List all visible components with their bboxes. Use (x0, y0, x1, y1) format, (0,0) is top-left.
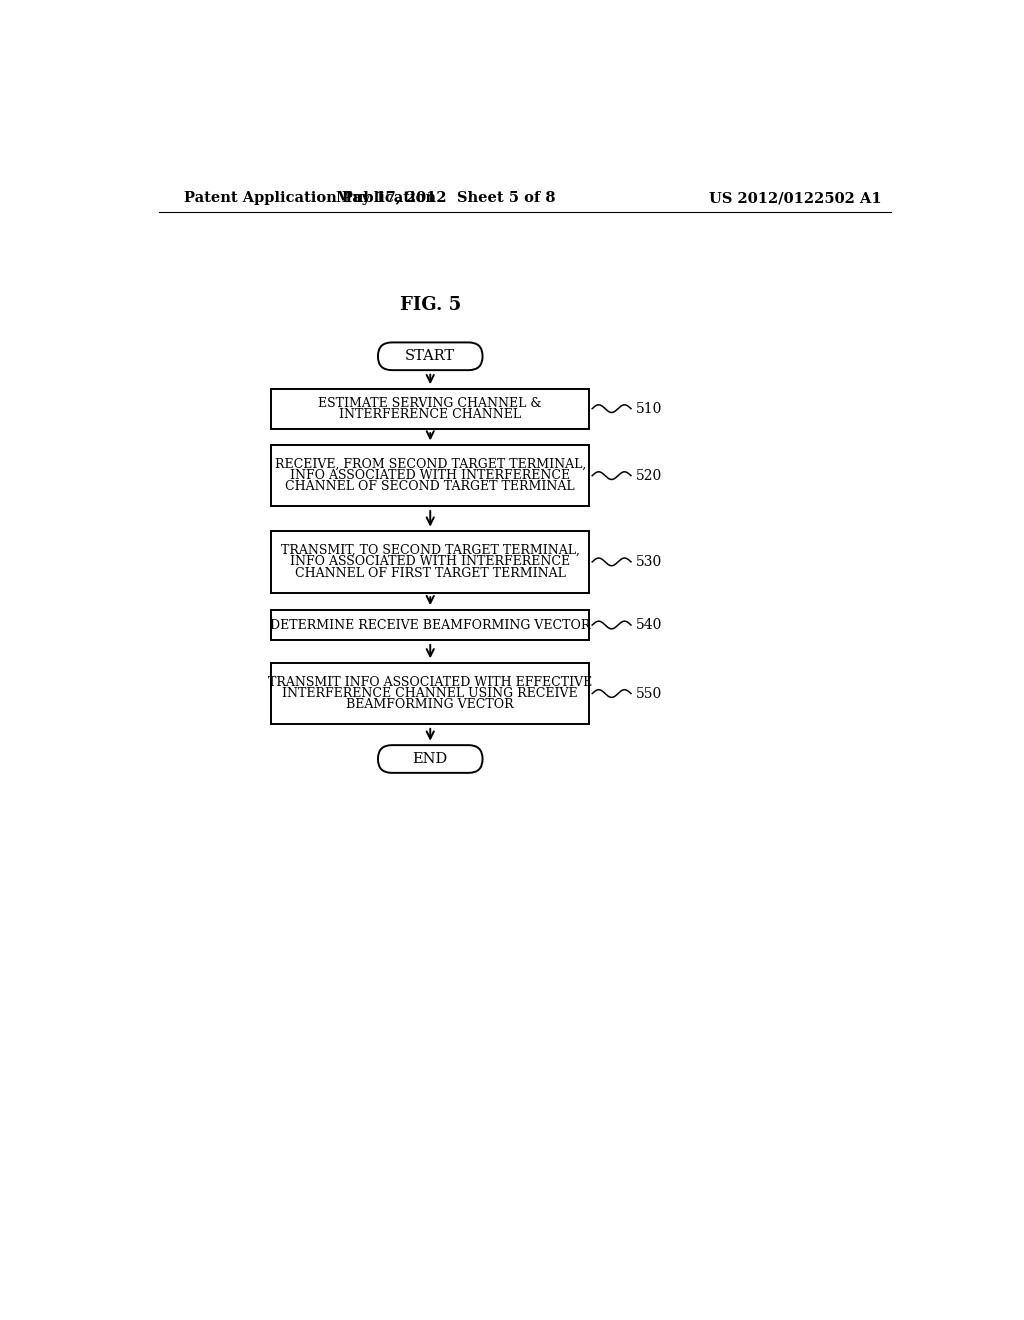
FancyBboxPatch shape (271, 445, 589, 507)
Text: BEAMFORMING VECTOR: BEAMFORMING VECTOR (346, 698, 514, 711)
Text: FIG. 5: FIG. 5 (399, 296, 461, 314)
FancyBboxPatch shape (271, 531, 589, 593)
Text: RECEIVE, FROM SECOND TARGET TERMINAL,: RECEIVE, FROM SECOND TARGET TERMINAL, (274, 458, 586, 471)
Text: US 2012/0122502 A1: US 2012/0122502 A1 (710, 191, 882, 206)
Text: DETERMINE RECEIVE BEAMFORMING VECTOR: DETERMINE RECEIVE BEAMFORMING VECTOR (270, 619, 591, 631)
Text: TRANSMIT INFO ASSOCIATED WITH EFFECTIVE: TRANSMIT INFO ASSOCIATED WITH EFFECTIVE (268, 676, 592, 689)
Text: END: END (413, 752, 447, 766)
Text: INTERFERENCE CHANNEL USING RECEIVE: INTERFERENCE CHANNEL USING RECEIVE (283, 686, 579, 700)
Text: May 17, 2012  Sheet 5 of 8: May 17, 2012 Sheet 5 of 8 (336, 191, 555, 206)
FancyBboxPatch shape (271, 388, 589, 429)
Text: Patent Application Publication: Patent Application Publication (183, 191, 436, 206)
Text: 530: 530 (636, 554, 662, 569)
Text: 550: 550 (636, 686, 662, 701)
Text: CHANNEL OF SECOND TARGET TERMINAL: CHANNEL OF SECOND TARGET TERMINAL (286, 480, 575, 494)
FancyBboxPatch shape (271, 663, 589, 725)
FancyBboxPatch shape (378, 744, 482, 774)
Text: INFO ASSOCIATED WITH INTERFERENCE: INFO ASSOCIATED WITH INTERFERENCE (290, 469, 570, 482)
Text: 520: 520 (636, 469, 662, 483)
Text: INTERFERENCE CHANNEL: INTERFERENCE CHANNEL (339, 408, 521, 421)
Text: START: START (406, 350, 456, 363)
FancyBboxPatch shape (378, 342, 482, 370)
Text: ESTIMATE SERVING CHANNEL &: ESTIMATE SERVING CHANNEL & (318, 396, 542, 409)
FancyBboxPatch shape (271, 610, 589, 640)
Text: 510: 510 (636, 401, 662, 416)
Text: CHANNEL OF FIRST TARGET TERMINAL: CHANNEL OF FIRST TARGET TERMINAL (295, 566, 565, 579)
Text: 540: 540 (636, 618, 662, 632)
Text: INFO ASSOCIATED WITH INTERFERENCE: INFO ASSOCIATED WITH INTERFERENCE (290, 556, 570, 569)
Text: TRANSMIT, TO SECOND TARGET TERMINAL,: TRANSMIT, TO SECOND TARGET TERMINAL, (281, 544, 580, 557)
